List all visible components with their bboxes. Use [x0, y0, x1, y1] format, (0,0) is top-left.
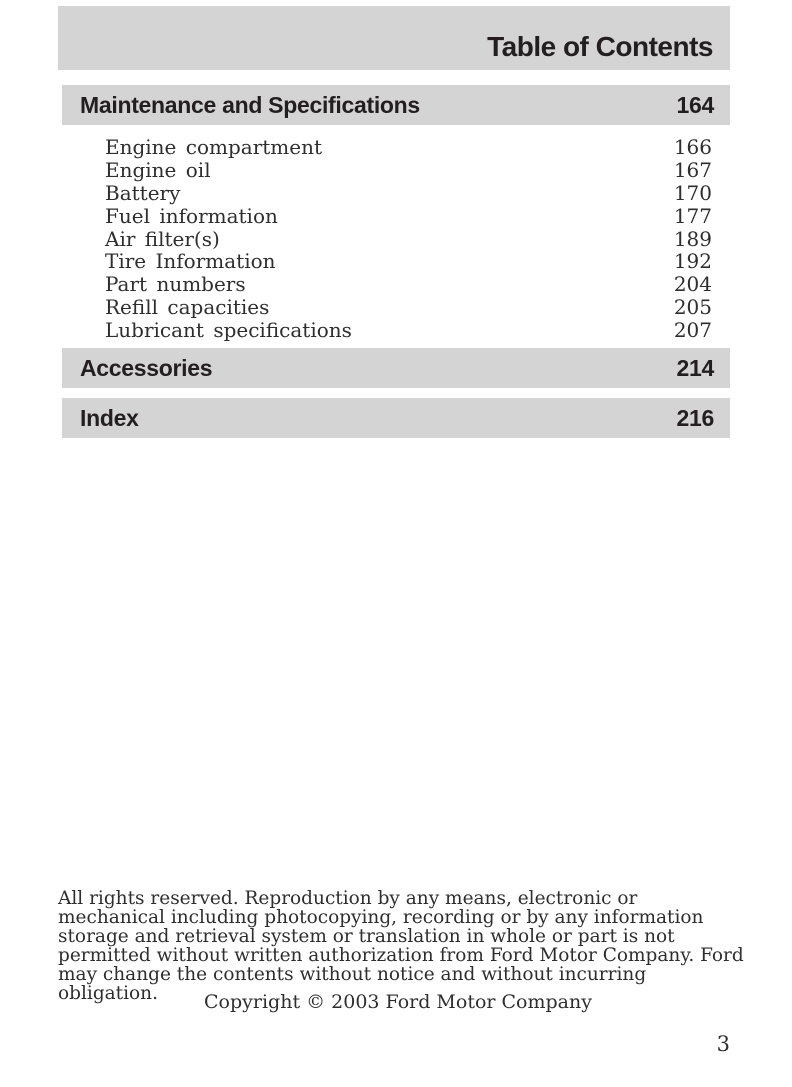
section-bar-maintenance: Maintenance and Specifications 164 — [62, 85, 730, 125]
toc-entry-page: 204 — [673, 272, 712, 297]
section-page-number: 216 — [676, 404, 715, 431]
toc-entry-label: Tire Information — [105, 249, 276, 274]
page-header-bar: Table of Contents — [58, 6, 730, 70]
copyright-notice: All rights reserved. Reproduction by any… — [58, 888, 744, 1004]
section-bar-index: Index 216 — [62, 398, 730, 438]
toc-entry-page: 189 — [673, 226, 712, 251]
toc-entry-label: Engine oil — [105, 157, 211, 182]
toc-entry-page: 205 — [673, 295, 712, 320]
toc-entry: Engine oil 167 — [105, 157, 712, 182]
section-bar-accessories: Accessories 214 — [62, 348, 730, 388]
toc-entry-label: Refill capacities — [105, 295, 270, 320]
toc-entry-page: 207 — [673, 318, 712, 343]
section-title: Maintenance and Specifications — [80, 91, 420, 118]
toc-entry-label: Lubricant specifications — [105, 318, 352, 343]
toc-entry-label: Air filter(s) — [105, 226, 220, 251]
toc-entry: Refill capacities 205 — [105, 295, 712, 320]
section-title: Index — [80, 404, 139, 431]
toc-entry-label: Part numbers — [105, 272, 246, 297]
toc-entry: Battery 170 — [105, 180, 712, 205]
toc-entry: Lubricant specifications 207 — [105, 318, 712, 343]
copyright-line: Copyright © 2003 Ford Motor Company — [204, 991, 592, 1013]
section-title: Accessories — [80, 354, 213, 381]
toc-entry-page: 167 — [673, 157, 712, 182]
toc-entry: Part numbers 204 — [105, 272, 712, 297]
toc-entry-label: Battery — [105, 180, 181, 205]
toc-entry-label: Engine compartment — [105, 135, 323, 159]
toc-entry: Tire Information 192 — [105, 249, 712, 274]
toc-entry-page: 170 — [673, 180, 712, 205]
section-page-number: 214 — [676, 354, 715, 381]
section-page-number: 164 — [676, 91, 715, 118]
toc-entry-label: Fuel information — [105, 203, 278, 228]
toc-entry: Engine compartment 166 — [105, 135, 712, 159]
toc-entry: Fuel information 177 — [105, 203, 712, 228]
toc-entry-page: 177 — [673, 203, 712, 228]
toc-entry-page: 192 — [673, 249, 712, 274]
toc-entry-page: 166 — [673, 135, 712, 159]
page-title: Table of Contents — [487, 31, 713, 62]
page-number: 3 — [716, 1032, 730, 1056]
toc-entry: Air filter(s) 189 — [105, 226, 712, 251]
toc-entry-list: Engine compartment 166 Engine oil 167 Batter… — [105, 135, 712, 343]
